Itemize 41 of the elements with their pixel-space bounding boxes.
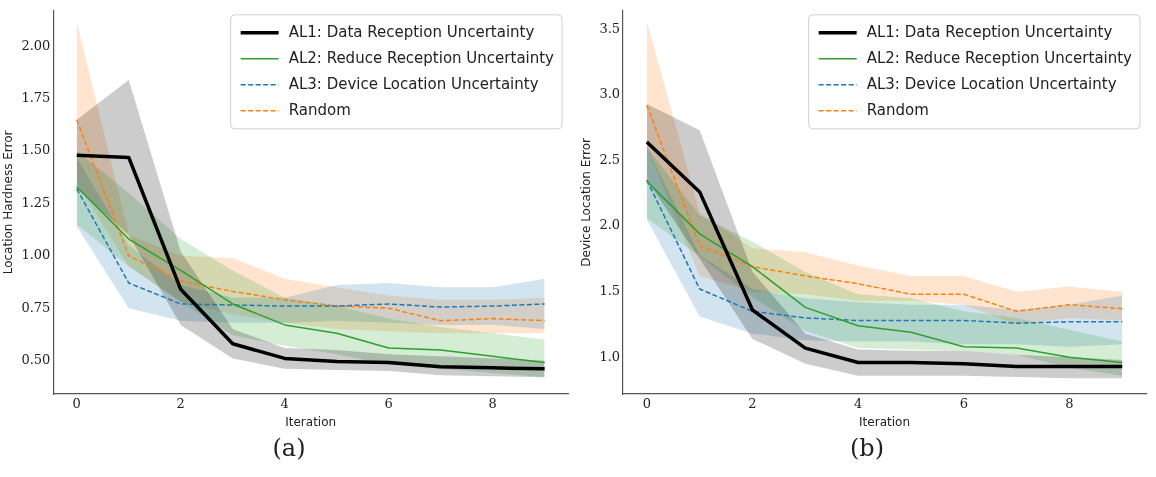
x-tick-label: 8 [488,396,497,412]
legend-label: AL3: Device Location Uncertainty [288,74,539,93]
line-series [75,188,546,308]
text: (a) [271,434,307,462]
x-tick-label: 6 [959,396,968,412]
y-tick-label: 3.0 [599,86,621,102]
y-tick-label: 1.50 [21,142,51,158]
y-tick-label: 1.0 [599,348,621,364]
text: (b) [848,434,886,462]
y-tick-label: 2.00 [21,37,51,53]
legend-label: AL1: Data Reception Uncertainty [288,22,535,41]
x-tick-label: 8 [1065,396,1074,412]
y-axis-title: Location Hardness Error [1,130,16,275]
x-tick-label: 6 [384,396,393,412]
x-tick-label: 2 [748,396,757,412]
x-axis-title: Iteration [285,414,337,429]
y-tick-label: 1.25 [21,194,51,210]
y-tick-label: 0.75 [21,299,51,315]
x-tick-label: 4 [853,396,863,412]
legend-label: Random [288,100,351,119]
legend-label: AL1: Data Reception Uncertainty [866,22,1113,41]
y-tick-label: 3.5 [599,20,621,36]
x-tick-label: 4 [280,396,289,412]
y-tick-label: 1.5 [599,283,621,299]
legend-label: AL2: Reduce Reception Uncertainty [866,48,1133,67]
legend-label: Random [866,100,929,119]
x-tick-label: 2 [176,396,185,412]
y-tick-label: 1.75 [21,90,51,106]
line-series [646,104,1123,313]
legend-label: AL3: Device Location Uncertainty [866,74,1117,93]
y-axis-title: Device Location Error [579,138,594,267]
y-tick-label: 0.50 [21,351,51,367]
x-tick-label: 0 [72,396,81,412]
y-tick-label: 2.5 [599,151,621,167]
legend-label: AL2: Reduce Reception Uncertainty [288,48,555,67]
y-tick-label: 2.0 [599,217,621,233]
x-tick-label: 0 [642,396,651,412]
line-series [75,118,546,322]
y-tick-label: 1.00 [21,247,51,263]
x-axis-title: Iteration [859,414,910,429]
line-series [646,179,1123,324]
